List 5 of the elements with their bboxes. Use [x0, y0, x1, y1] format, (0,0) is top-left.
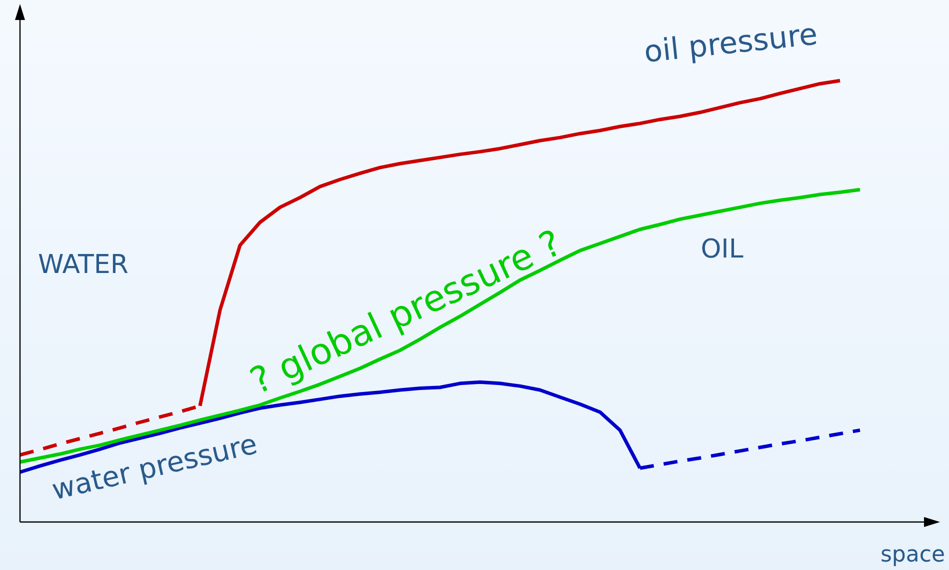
annotation: WATER: [38, 250, 128, 280]
text: water pressure: [48, 427, 260, 507]
text: oil pressure: [642, 17, 820, 70]
annotation: OIL: [700, 234, 744, 264]
x-axis-title: space: [880, 542, 945, 568]
